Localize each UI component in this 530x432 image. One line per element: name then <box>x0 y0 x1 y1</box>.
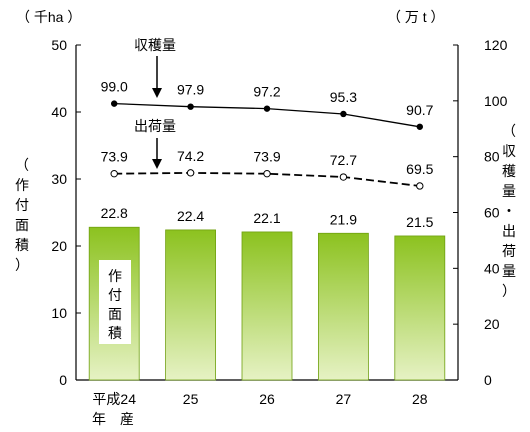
right-axis-title: （収穫量・出荷量） <box>502 123 516 299</box>
right-tick-label: 80 <box>484 149 500 165</box>
left-title-char: ） <box>15 257 29 273</box>
harvest-value-label: 97.2 <box>253 84 280 100</box>
harvest-value-label: 90.7 <box>406 102 433 118</box>
right-tick-label: 100 <box>484 93 508 109</box>
right-title-char: 量 <box>502 263 516 279</box>
left-axis-unit: （ 千ha ） <box>16 9 81 25</box>
shipment-point <box>416 182 424 190</box>
shipment-point <box>339 173 348 181</box>
bar <box>165 229 217 381</box>
bar-value-label: 21.5 <box>406 214 433 230</box>
shipment-value-label: 69.5 <box>406 161 433 177</box>
left-title-char: （ <box>15 157 29 173</box>
left-tick-label: 40 <box>51 104 67 120</box>
harvest-value-label: 99.0 <box>101 79 128 95</box>
shipment-point <box>186 169 195 177</box>
x-tick-label: 平成24 <box>92 391 136 407</box>
harvest-point <box>340 110 347 118</box>
right-tick-label: 60 <box>484 205 500 221</box>
x-axis-labels: 平成24 25 26 27 28 <box>92 391 427 407</box>
bar-series-area: 22.8 22.4 22.1 21.9 21.5 <box>88 205 446 381</box>
x-tick-label: 27 <box>336 391 352 407</box>
bar-value-label: 22.1 <box>253 210 280 226</box>
harvest-point <box>263 105 271 112</box>
harvest-value-label: 97.9 <box>177 82 204 98</box>
line-series-area: 99.0 97.9 97.2 95.3 90.7 73.9 74.2 73.9 72.7 69.5 <box>101 79 434 190</box>
shipment-series-label: 出荷量 <box>134 118 176 134</box>
shipment-arrowhead <box>152 159 162 169</box>
x-tick-label: 25 <box>183 391 199 407</box>
shipment-point <box>263 169 271 178</box>
harvest-point <box>416 123 423 130</box>
left-title-char: 面 <box>15 217 29 233</box>
bar-value-label: 22.8 <box>101 205 128 221</box>
x-tick-label: 28 <box>412 391 428 407</box>
left-title-char: 積 <box>15 237 29 253</box>
right-title-char: 穫 <box>502 163 516 179</box>
bar <box>241 231 293 381</box>
x-axis-suffix-label: 年 産 <box>92 411 134 427</box>
bar-label-char: 作 <box>108 268 122 284</box>
bar-value-label: 22.4 <box>177 208 204 224</box>
left-tick-label: 10 <box>51 305 67 321</box>
shipment-value-label: 74.2 <box>177 148 204 164</box>
right-title-char: ・ <box>502 203 516 219</box>
right-axis-unit: （ 万 t ） <box>387 9 445 25</box>
right-title-char: 収 <box>502 143 516 159</box>
bar <box>317 232 369 381</box>
right-tick-label: 20 <box>484 316 500 332</box>
right-tick-label: 40 <box>484 260 500 276</box>
bar <box>394 235 446 381</box>
left-tick-label: 0 <box>59 372 67 388</box>
harvest-point <box>111 100 118 107</box>
left-tick-label: 30 <box>51 171 67 187</box>
bar-label-char: 付 <box>108 287 122 303</box>
harvest-point <box>187 103 194 110</box>
right-tick-label: 120 <box>484 37 508 53</box>
left-title-char: 作 <box>15 177 29 193</box>
left-axis-ticks: 0 10 20 30 40 50 <box>51 37 81 388</box>
shipment-point <box>110 169 118 178</box>
bar-value-label: 21.9 <box>330 211 357 227</box>
right-title-char: （ <box>502 123 516 139</box>
harvest-arrowhead <box>152 88 162 98</box>
right-axis-ticks: 0 20 40 60 80 100 120 <box>453 37 508 388</box>
harvest-value-label: 95.3 <box>330 89 357 105</box>
left-title-char: 付 <box>15 197 29 213</box>
right-tick-label: 0 <box>484 372 492 388</box>
bar-label-char: 面 <box>108 306 122 322</box>
right-title-char: ） <box>502 283 516 299</box>
right-title-char: 量 <box>502 183 516 199</box>
shipment-value-label: 73.9 <box>101 149 128 165</box>
left-tick-label: 50 <box>51 37 67 53</box>
bar-label-char: 積 <box>108 325 122 341</box>
right-title-char: 荷 <box>502 243 516 259</box>
shipment-value-label: 72.7 <box>330 152 357 168</box>
bar-series-label-box <box>99 260 131 344</box>
harvest-series-label: 収穫量 <box>134 37 176 53</box>
shipment-value-label: 73.9 <box>253 149 280 165</box>
shipment-line <box>114 171 420 187</box>
left-tick-label: 20 <box>51 238 67 254</box>
x-tick-label: 26 <box>259 391 275 407</box>
right-title-char: 出 <box>502 223 516 239</box>
